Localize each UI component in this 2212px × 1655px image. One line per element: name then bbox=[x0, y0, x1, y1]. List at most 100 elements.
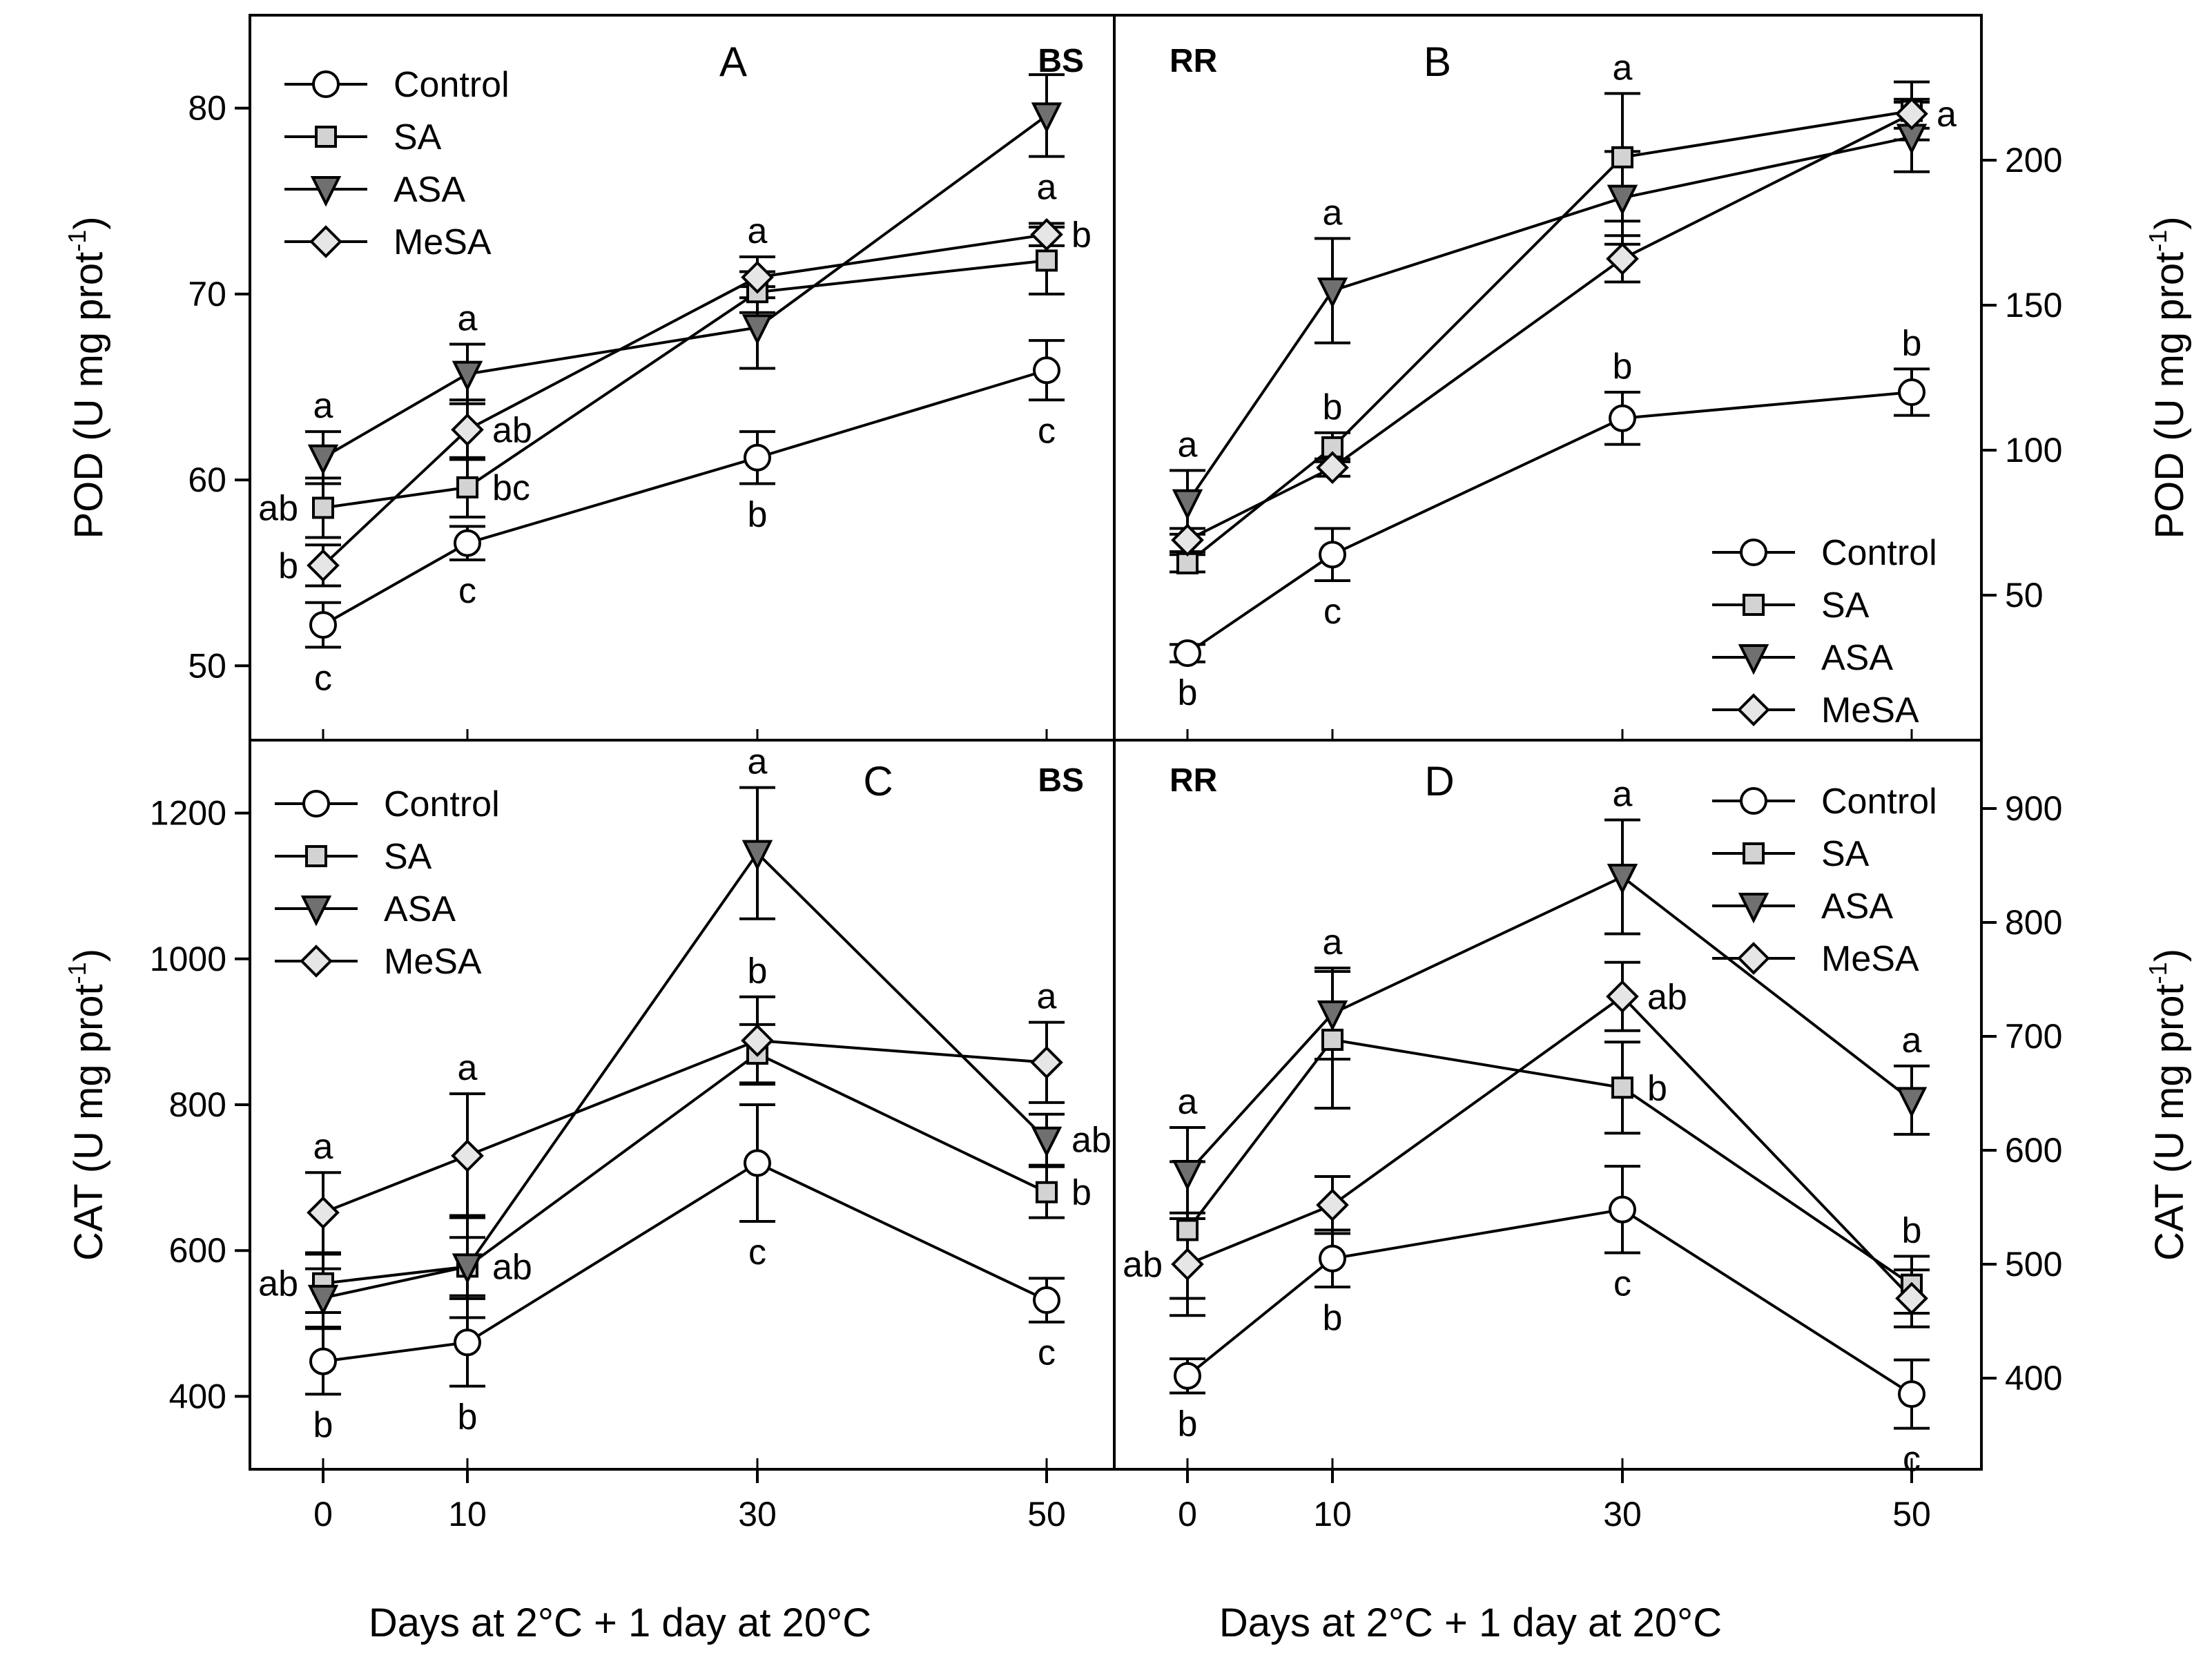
y-tick-label: 800 bbox=[169, 1085, 226, 1124]
data-point-mesa bbox=[1030, 217, 1063, 251]
data-point-sa bbox=[1036, 1181, 1058, 1203]
significance-letter: a bbox=[1613, 775, 1633, 815]
legend: Control SA ASA MeSA bbox=[275, 784, 500, 982]
legend: Control SA ASA MeSA bbox=[1712, 782, 1937, 979]
legend-label: SA bbox=[1821, 585, 1870, 626]
significance-letter: ab bbox=[1123, 1245, 1163, 1285]
panel-letter: D bbox=[1424, 758, 1454, 804]
legend-marker-sa bbox=[1743, 842, 1765, 864]
legend-label: Control bbox=[394, 65, 510, 105]
legend-label: MeSA bbox=[384, 942, 482, 982]
series-line bbox=[1186, 1038, 1913, 1286]
x-tick-label: 10 bbox=[448, 1495, 487, 1533]
cultivar-label: RR bbox=[1170, 762, 1217, 799]
significance-letter: c bbox=[314, 658, 332, 698]
data-point-sa bbox=[1321, 1028, 1343, 1051]
significance-letter: b bbox=[1323, 1298, 1343, 1338]
data-point-control bbox=[1609, 1195, 1636, 1223]
data-point-sa bbox=[312, 496, 334, 519]
data-point-control bbox=[744, 443, 771, 472]
panel-letter: A bbox=[719, 39, 747, 85]
significance-letter: b bbox=[1071, 1173, 1092, 1213]
x-axis-label-left: Days at 2°C + 1 day at 20°C bbox=[369, 1600, 871, 1645]
significance-letter: a bbox=[313, 386, 333, 426]
y-tick-label: 400 bbox=[2005, 1359, 2062, 1397]
significance-letter: c bbox=[748, 1232, 766, 1272]
data-point-asa bbox=[307, 1284, 339, 1316]
data-point-asa bbox=[1317, 1000, 1348, 1032]
legend-marker-control bbox=[312, 70, 340, 98]
data-point-control bbox=[1033, 356, 1060, 385]
data-point-control bbox=[1898, 1380, 1925, 1409]
data-point-mesa bbox=[451, 413, 484, 447]
data-point-asa bbox=[1031, 1126, 1063, 1158]
significance-letter: a bbox=[458, 299, 478, 339]
legend-label: ASA bbox=[1821, 638, 1893, 678]
data-point-asa bbox=[741, 840, 773, 871]
significance-letter: a bbox=[1178, 425, 1198, 465]
data-point-mesa bbox=[1030, 1045, 1063, 1079]
y-tick-label: 600 bbox=[2005, 1131, 2062, 1170]
data-point-asa bbox=[1607, 864, 1638, 895]
legend-marker-sa bbox=[1743, 594, 1765, 616]
y-axis-label: POD (U mg prot-1) bbox=[2144, 216, 2192, 539]
x-tick-label: 50 bbox=[1892, 1495, 1931, 1533]
series-line bbox=[1187, 994, 1913, 1299]
series-line bbox=[1186, 391, 1912, 655]
y-tick-label: 400 bbox=[169, 1377, 226, 1415]
significance-letter: a bbox=[1613, 48, 1633, 88]
x-tick-label: 0 bbox=[313, 1495, 333, 1533]
significance-letter: b bbox=[278, 546, 298, 586]
significance-letter: c bbox=[458, 571, 476, 611]
data-point-mesa bbox=[307, 1196, 340, 1230]
legend: Control SA ASA MeSA bbox=[1712, 533, 1937, 730]
legend-label: SA bbox=[384, 837, 432, 877]
series-line bbox=[322, 1039, 1047, 1214]
data-point-asa bbox=[1172, 489, 1203, 521]
data-point-mesa bbox=[1895, 97, 1928, 130]
significance-letter: b bbox=[1902, 1210, 1922, 1250]
series-line bbox=[322, 1052, 1047, 1285]
data-point-mesa bbox=[741, 260, 774, 294]
x-tick-label: 30 bbox=[738, 1495, 777, 1533]
data-point-control bbox=[1033, 1286, 1060, 1315]
data-point-mesa bbox=[1171, 523, 1204, 557]
data-point-sa bbox=[1611, 146, 1633, 168]
legend-marker-mesa bbox=[1737, 942, 1770, 975]
y-tick-label: 150 bbox=[2005, 286, 2062, 325]
data-point-mesa bbox=[1171, 1248, 1204, 1281]
data-point-asa bbox=[741, 314, 773, 345]
significance-letter: a bbox=[1902, 1020, 1922, 1061]
series-line bbox=[322, 233, 1047, 567]
legend-marker-mesa bbox=[300, 945, 333, 978]
y-tick-label: 600 bbox=[169, 1231, 226, 1270]
data-point-control bbox=[1609, 404, 1636, 432]
significance-letter: b bbox=[748, 951, 768, 991]
significance-letter: b bbox=[458, 1397, 478, 1438]
significance-letter: b bbox=[1071, 215, 1092, 255]
data-point-control bbox=[454, 1328, 481, 1357]
panel-d: 400 500 600 700 800 900 CAT (U mg prot-1) D RR b a… bbox=[1123, 758, 2192, 1480]
y-tick-label: 70 bbox=[188, 275, 226, 313]
panel-letter: C bbox=[863, 758, 893, 804]
legend-label: SA bbox=[1821, 834, 1870, 874]
x-axis-label-right: Days at 2°C + 1 day at 20°C bbox=[1219, 1600, 1722, 1645]
significance-letter: b bbox=[748, 494, 768, 534]
significance-letter: ab bbox=[258, 1264, 298, 1304]
legend-label: ASA bbox=[384, 889, 456, 929]
series-line bbox=[322, 851, 1048, 1299]
x-tick-label: 0 bbox=[1178, 1495, 1197, 1533]
data-point-control bbox=[309, 611, 337, 639]
legend-marker-control bbox=[302, 790, 330, 817]
significance-letter: a bbox=[458, 1048, 478, 1088]
data-point-mesa bbox=[1316, 451, 1349, 485]
series-line bbox=[1187, 113, 1912, 541]
data-point-asa bbox=[1172, 1160, 1203, 1191]
series-line bbox=[322, 114, 1048, 459]
significance-letter: b bbox=[1178, 673, 1198, 713]
data-point-control bbox=[744, 1149, 771, 1177]
y-tick-label: 100 bbox=[2005, 431, 2062, 470]
significance-letter: c bbox=[1903, 1440, 1921, 1480]
